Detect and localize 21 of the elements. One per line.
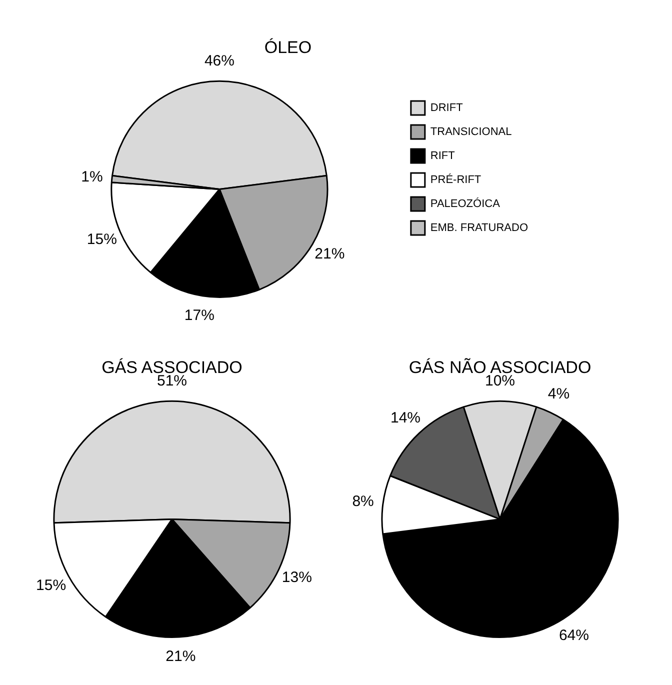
legend-label: TRANSICIONAL: [430, 126, 512, 138]
legend-label: EMB. FRATURADO: [430, 222, 528, 234]
data-label: 13%: [282, 569, 312, 586]
data-label: 1%: [81, 168, 103, 186]
legend-label: DRIFT: [430, 102, 464, 114]
chart-title: ÓLEO: [264, 38, 312, 57]
data-label: 14%: [390, 410, 421, 427]
data-label: 64%: [558, 626, 589, 644]
data-label: 15%: [86, 231, 117, 248]
data-label: 17%: [184, 306, 214, 324]
data-label: 15%: [36, 576, 66, 594]
data-label: 51%: [156, 372, 188, 390]
data-label: 4%: [548, 385, 570, 402]
data-label: 21%: [166, 648, 196, 666]
legend-label: RIFT: [430, 150, 456, 162]
legend-label: PALEOZÓICA: [430, 197, 501, 210]
legend-label: PRÉ-RIFT: [430, 173, 482, 186]
data-label: 46%: [204, 52, 234, 70]
data-label: 21%: [314, 246, 345, 263]
data-label: 10%: [484, 372, 516, 390]
data-label: 8%: [352, 493, 374, 510]
